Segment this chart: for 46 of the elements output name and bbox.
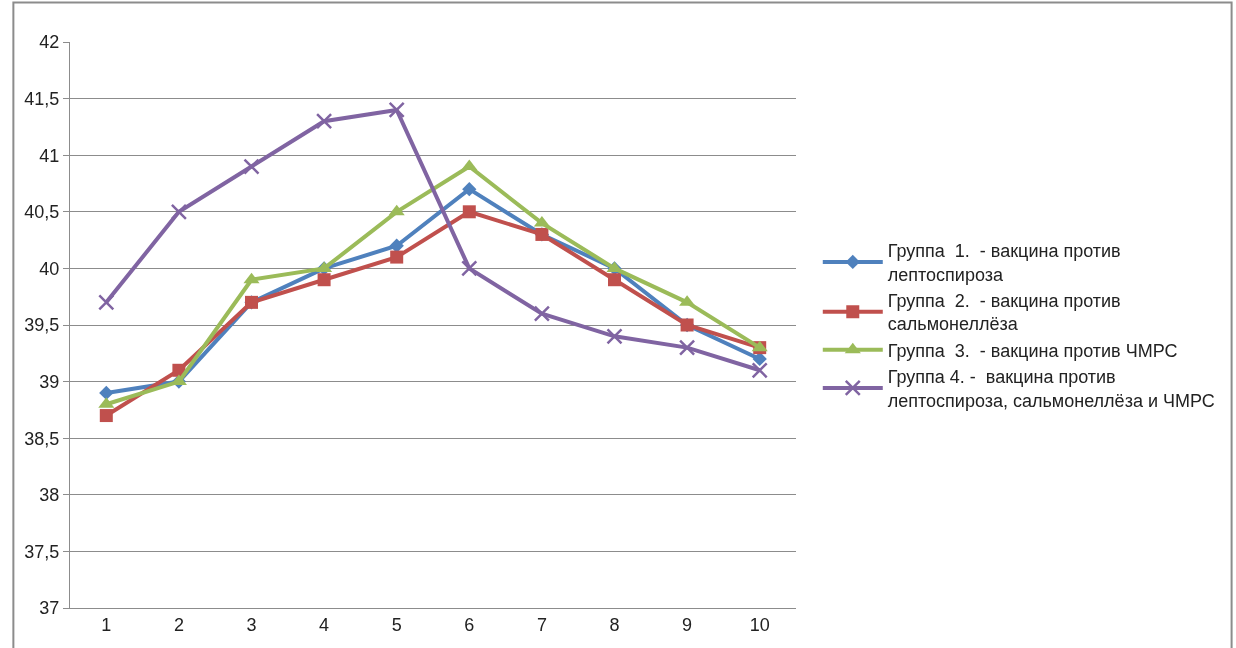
y-tick-label: 41 bbox=[39, 145, 60, 166]
x-tick-label: 7 bbox=[536, 614, 547, 635]
y-tick-label: 41,5 bbox=[24, 88, 60, 109]
x-tick-label: 2 bbox=[173, 614, 184, 635]
y-tick-label: 37,5 bbox=[24, 541, 60, 562]
x-tick-label: 10 bbox=[749, 614, 770, 635]
y-tick-label: 40,5 bbox=[24, 202, 60, 223]
point bbox=[461, 260, 478, 277]
x-tick-label: 6 bbox=[464, 614, 475, 635]
y-tick-label: 39,5 bbox=[24, 315, 60, 336]
y-tick-label: 38 bbox=[39, 485, 60, 506]
point bbox=[461, 159, 478, 171]
point bbox=[388, 204, 405, 216]
point bbox=[317, 273, 331, 287]
point bbox=[389, 238, 404, 253]
point bbox=[243, 158, 260, 175]
x-tick-label: 9 bbox=[682, 614, 693, 635]
point bbox=[170, 203, 188, 221]
y-tick-label: 39 bbox=[39, 371, 60, 392]
y-tick-label: 37 bbox=[39, 598, 60, 619]
y-tick-label: 42 bbox=[39, 32, 60, 53]
point bbox=[243, 272, 260, 284]
x-tick-label: 1 bbox=[101, 614, 112, 635]
legend-label: Группа 3. - вакцина против ЧМРС bbox=[887, 340, 1178, 361]
point bbox=[388, 101, 405, 119]
point bbox=[751, 362, 768, 379]
legend-label: Группа 4. - вакцина против лептоспироза, сальмонеллёза и ЧМРС bbox=[887, 367, 1215, 411]
y-tick-label: 40 bbox=[39, 258, 60, 279]
point bbox=[462, 205, 476, 219]
point bbox=[99, 409, 113, 423]
legend-label: Группа 2. - вакцина против сальмонеллёза bbox=[887, 291, 1121, 335]
point bbox=[533, 305, 551, 322]
x-tick-label: 8 bbox=[609, 614, 620, 635]
point bbox=[98, 294, 115, 311]
legend-label: Группа 1. - вакцина против лептоспироза bbox=[887, 241, 1121, 285]
y-tick-label: 38,5 bbox=[24, 428, 60, 449]
x-tick-label: 5 bbox=[391, 614, 402, 635]
point bbox=[390, 250, 404, 264]
point bbox=[99, 385, 114, 401]
point bbox=[606, 328, 623, 345]
point bbox=[608, 273, 621, 287]
point bbox=[462, 182, 477, 197]
x-tick-label: 3 bbox=[246, 614, 257, 635]
point bbox=[678, 339, 696, 356]
point bbox=[315, 112, 333, 130]
x-tick-label: 4 bbox=[319, 614, 330, 635]
